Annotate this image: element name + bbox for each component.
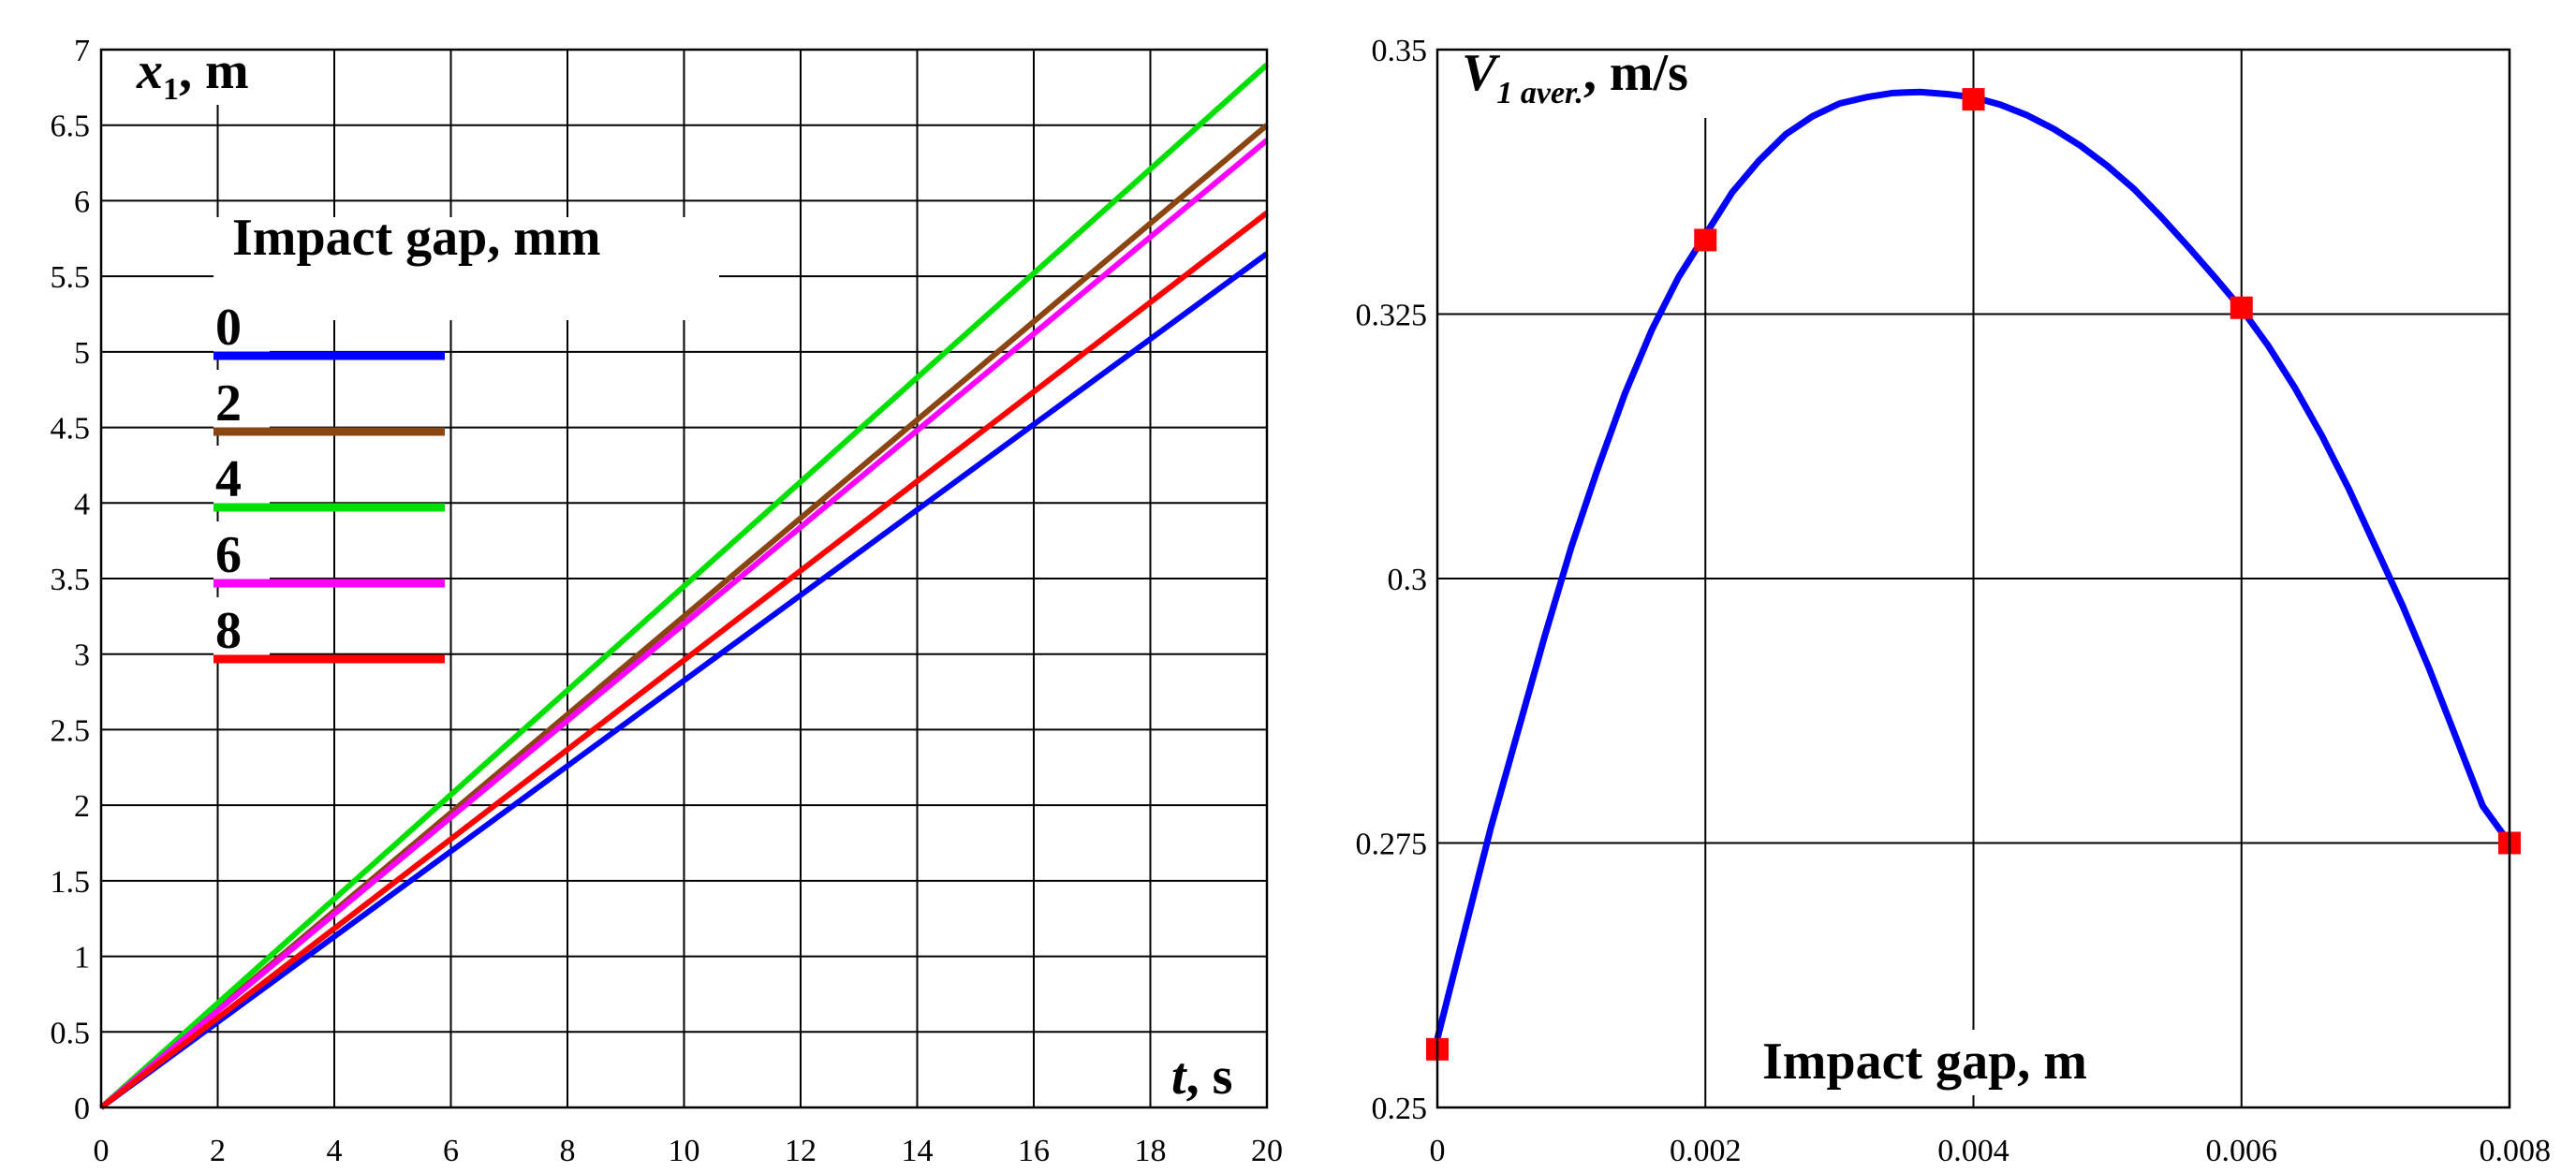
legend-label-gap-2: 2 bbox=[215, 374, 242, 433]
x-tick-label: 0.002 bbox=[1670, 1134, 1742, 1168]
y-tick-label: 7 bbox=[74, 34, 90, 68]
chart2-x-axis-label: Impact gap, m bbox=[1756, 1030, 2186, 1095]
x-tick-label: 6 bbox=[443, 1134, 459, 1168]
legend-label-background bbox=[213, 597, 270, 655]
legend-title-background bbox=[213, 217, 719, 320]
legend-label-background bbox=[213, 521, 270, 579]
x-tick-label: 2 bbox=[210, 1134, 226, 1168]
x-tick-label: 0.008 bbox=[2480, 1134, 2552, 1168]
x-tick-label: 4 bbox=[327, 1134, 343, 1168]
legend-label-gap-0: 0 bbox=[215, 299, 242, 357]
y-tick-label: 0.325 bbox=[1356, 299, 1428, 333]
x-tick-label: 10 bbox=[669, 1134, 700, 1168]
x-tick-label: 16 bbox=[1018, 1134, 1050, 1168]
chart1-tick-labels: 0 2 4 6 8 10 12 14 16 18 2000.511.522.533.544.555.… bbox=[51, 34, 1284, 1168]
y-tick-label: 1 bbox=[74, 941, 90, 975]
x-axis-label-text: Impact gap, m bbox=[1762, 1033, 2087, 1091]
y-tick-label: 0 bbox=[74, 1092, 90, 1126]
y-label-background bbox=[1454, 43, 1754, 118]
x-label-background bbox=[1163, 1048, 1266, 1110]
y-tick-label: 2 bbox=[74, 789, 90, 824]
y-axis-label-text: x1, m bbox=[136, 42, 249, 107]
chart1-x-axis-label: t, s bbox=[1163, 1048, 1266, 1110]
x-tick-label: 0.004 bbox=[1937, 1134, 2009, 1168]
y-tick-label: 3.5 bbox=[51, 563, 91, 597]
x-tick-label: 0.006 bbox=[2206, 1134, 2278, 1168]
chart2-y-axis-label: V1 aver., m/s bbox=[1454, 43, 1754, 118]
series-line-gap-0 bbox=[99, 251, 1269, 1110]
data-point-marker bbox=[1962, 88, 1985, 111]
legend-label-gap-6: 6 bbox=[215, 526, 242, 584]
chart2-frame bbox=[1435, 48, 2511, 1109]
y-tick-label: 3 bbox=[74, 638, 90, 673]
x-tick-label: 0 bbox=[1430, 1134, 1446, 1168]
legend-title: Impact gap, mm bbox=[232, 209, 601, 267]
legend-label-gap-4: 4 bbox=[215, 450, 242, 508]
y-tick-label: 4.5 bbox=[51, 412, 91, 447]
y-tick-label: 0.25 bbox=[1372, 1092, 1428, 1126]
y-axis-label-text: V1 aver., m/s bbox=[1462, 44, 1688, 110]
average-velocity-vs-gap-chart: Impact gap, m 0 0.002 0.004 0.006 0.0080.250… bbox=[1356, 34, 2552, 1168]
y-tick-label: 0.3 bbox=[1388, 563, 1428, 597]
legend-label-background bbox=[213, 370, 270, 428]
data-point-marker bbox=[1694, 228, 1717, 252]
legend-label-background bbox=[213, 446, 270, 504]
x-axis-label-text: t, s bbox=[1171, 1048, 1232, 1106]
y-tick-label: 0.35 bbox=[1372, 34, 1428, 68]
chart1-series-group bbox=[98, 62, 1270, 1110]
legend-label-gap-8: 8 bbox=[215, 602, 242, 660]
x-tick-label: 18 bbox=[1135, 1134, 1167, 1168]
y-tick-label: 5.5 bbox=[51, 260, 91, 295]
y-tick-label: 6 bbox=[74, 184, 90, 219]
series-line-gap-4 bbox=[98, 62, 1270, 1110]
series-line-gap-8 bbox=[99, 210, 1269, 1110]
x-tick-label: 0 bbox=[94, 1134, 110, 1168]
x-label-background bbox=[1756, 1030, 2186, 1095]
legend-label-background bbox=[213, 294, 270, 352]
chart2-markers bbox=[1426, 88, 2521, 1061]
x-tick-label: 8 bbox=[560, 1134, 576, 1168]
y-tick-label: 0.5 bbox=[51, 1016, 91, 1050]
chart1-frame bbox=[99, 48, 1269, 1109]
y-tick-label: 0.275 bbox=[1356, 828, 1428, 862]
y-tick-label: 1.5 bbox=[51, 865, 91, 900]
data-point-marker bbox=[2230, 296, 2253, 319]
series-line-gap-6 bbox=[99, 138, 1269, 1110]
y-tick-label: 6.5 bbox=[51, 110, 91, 144]
chart1-legend: Impact gap, mm 0 2 4 6 8 bbox=[213, 209, 719, 664]
chart2-grid bbox=[1436, 49, 2510, 1108]
x-tick-label: 20 bbox=[1251, 1134, 1283, 1168]
y-tick-label: 4 bbox=[74, 487, 90, 521]
y-tick-label: 5 bbox=[74, 336, 90, 371]
x-tick-label: 12 bbox=[785, 1134, 817, 1168]
y-tick-label: 2.5 bbox=[51, 713, 91, 748]
chart2-tick-labels: 0 0.002 0.004 0.006 0.008 0.25 0.275 0.3 0.325 0.… bbox=[1356, 34, 2552, 1168]
x-tick-label: 14 bbox=[902, 1134, 934, 1168]
